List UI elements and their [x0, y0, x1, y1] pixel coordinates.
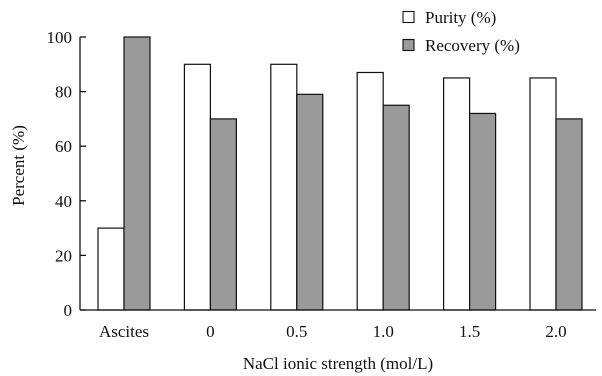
- bar-recovery-3: [382, 104, 410, 311]
- axes-group: Ascites 0 0.5 1.0 1.5 2.0 0 20 40 60 80 100: [47, 28, 596, 341]
- y-tick-label: 40: [55, 192, 72, 211]
- x-tick-label: 2.0: [545, 322, 566, 341]
- legend-label-recovery: Recovery (%): [425, 36, 520, 55]
- y-tick-label: 20: [55, 246, 72, 265]
- x-tick-label: Ascites: [99, 322, 149, 341]
- bar-recovery-1: [209, 118, 237, 311]
- y-tick-label: 60: [55, 137, 72, 156]
- x-tick-label: 1.0: [373, 322, 394, 341]
- bar-recovery-2: [296, 93, 324, 311]
- y-tick-label: 80: [55, 83, 72, 102]
- x-axis-label: NaCl ionic strength (mol/L): [243, 354, 433, 373]
- bar-purity-3: [356, 71, 384, 311]
- legend-swatch-recovery: [402, 38, 415, 52]
- bar-recovery-0: [123, 36, 151, 311]
- bar-purity-1: [183, 63, 211, 311]
- y-tick-label: 0: [64, 301, 73, 320]
- bar-recovery-5: [555, 118, 583, 311]
- bar-purity-2: [270, 63, 298, 311]
- x-tick-label: 0.5: [286, 322, 307, 341]
- legend: Purity (%) Recovery (%): [402, 8, 520, 55]
- y-axis-label: Percent (%): [9, 125, 28, 206]
- y-tick-label: 100: [47, 28, 73, 47]
- bar-purity-5: [529, 77, 557, 311]
- bar-purity-0: [97, 227, 125, 311]
- legend-swatch-purity: [402, 10, 415, 24]
- bar-purity-4: [443, 77, 471, 311]
- x-tick-label: 1.5: [459, 322, 480, 341]
- bar-recovery-4: [469, 112, 497, 311]
- x-tick-label: 0: [206, 322, 215, 341]
- bars-group: [97, 36, 583, 311]
- legend-label-purity: Purity (%): [425, 8, 496, 27]
